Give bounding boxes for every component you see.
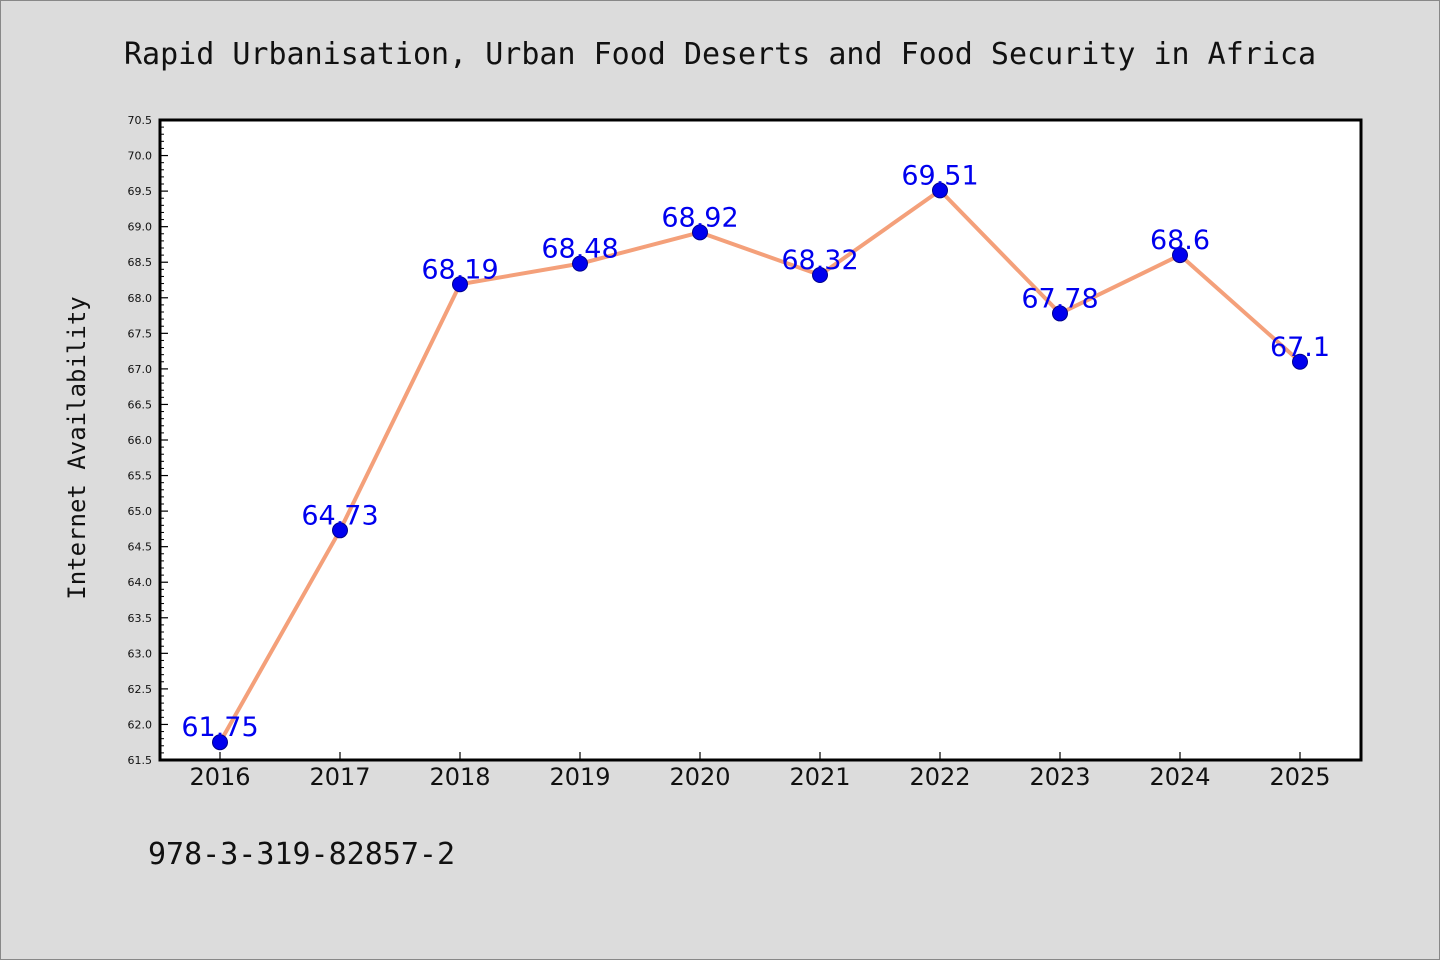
y-tick-label: 62.0 <box>128 718 153 731</box>
y-tick-label: 63.0 <box>128 647 153 660</box>
data-label: 67.1 <box>1270 332 1330 363</box>
x-tick-label: 2024 <box>1149 763 1210 791</box>
y-axis: 61.5 62.0 62.5 63.0 63.5 64.0 64.5 65.0 65.5 66.0… <box>128 114 168 767</box>
series-line <box>218 188 1302 744</box>
y-tick-label: 67.5 <box>128 327 153 340</box>
isbn-text: 978-3-319-82857-2 <box>148 837 455 872</box>
x-tick-label: 2021 <box>789 763 850 791</box>
data-point <box>452 276 468 293</box>
y-tick-label: 64.0 <box>128 576 153 589</box>
data-point <box>1172 247 1188 264</box>
y-tick-label: 69.5 <box>128 185 153 198</box>
y-tick-label: 68.5 <box>128 256 153 269</box>
data-label: 68.19 <box>421 254 498 285</box>
data-label: 68.92 <box>661 202 738 233</box>
x-tick-label: 2023 <box>1029 763 1090 791</box>
x-tick-label: 2025 <box>1269 763 1330 791</box>
y-tick-label: 66.0 <box>128 434 153 447</box>
data-point <box>932 182 948 199</box>
y-tick-label: 61.5 <box>128 754 153 767</box>
data-label: 69.51 <box>901 160 978 191</box>
y-tick-label: 65.5 <box>128 470 153 483</box>
data-label: 67.78 <box>1021 283 1098 314</box>
y-tick-label: 62.5 <box>128 683 153 696</box>
data-point <box>1052 305 1068 322</box>
data-point <box>692 224 708 241</box>
y-tick-label: 67.0 <box>128 363 153 376</box>
data-point <box>212 734 228 751</box>
x-axis: 2016 2017 2018 2019 2020 2021 2022 2023 2024 2025 <box>189 752 1331 791</box>
x-tick-label: 2022 <box>909 763 970 791</box>
data-label: 68.32 <box>781 245 858 276</box>
series-layer: 61.75 64.73 68.19 68.48 68.92 68.32 69.51 67.78… <box>181 160 1330 751</box>
y-tick-label: 65.0 <box>128 505 153 518</box>
data-label: 61.75 <box>181 712 258 743</box>
y-axis-label: Internet Availability <box>63 296 91 599</box>
data-point <box>572 255 588 272</box>
data-label: 68.6 <box>1150 225 1210 256</box>
y-tick-label: 70.0 <box>128 150 153 163</box>
y-tick-label: 63.5 <box>128 612 153 625</box>
x-tick-label: 2019 <box>549 763 610 791</box>
x-tick-label: 2020 <box>669 763 730 791</box>
y-tick-label: 69.0 <box>128 221 153 234</box>
x-tick-label: 2017 <box>309 763 370 791</box>
data-label: 64.73 <box>301 500 378 531</box>
plot-area <box>158 118 1363 762</box>
x-tick-label: 2018 <box>429 763 490 791</box>
y-tick-label: 70.5 <box>128 114 153 127</box>
data-point <box>332 522 348 539</box>
y-tick-label: 66.5 <box>128 398 153 411</box>
x-tick-label: 2016 <box>189 763 250 791</box>
data-point <box>812 267 828 284</box>
y-tick-label: 64.5 <box>128 541 153 554</box>
y-tick-label: 68.0 <box>128 292 153 305</box>
data-label: 68.48 <box>541 234 618 265</box>
chart-title: Rapid Urbanisation, Urban Food Deserts a… <box>124 37 1316 72</box>
data-point <box>1292 353 1308 370</box>
